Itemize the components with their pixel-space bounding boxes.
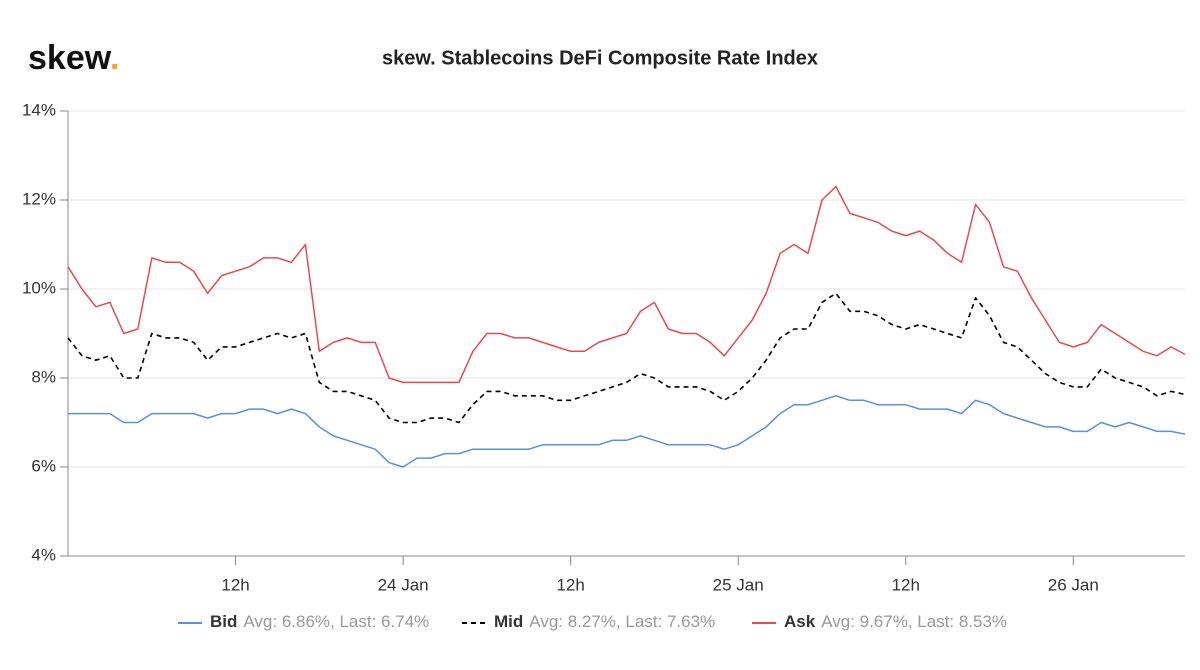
legend-entry: Ask Avg: 9.67%, Last: 8.53% <box>784 612 1007 631</box>
y-tick-label: 4% <box>31 545 56 564</box>
logo-dot: . <box>110 39 119 77</box>
y-tick-label: 8% <box>31 367 56 386</box>
y-tick-label: 14% <box>22 100 56 119</box>
series-line <box>67 185 1186 384</box>
legend-name: Mid <box>494 612 523 631</box>
x-tick-label: 12h <box>556 575 584 594</box>
x-tick-label: 12h <box>221 575 249 594</box>
x-tick-label: 25 Jan <box>713 575 764 594</box>
y-tick-label: 12% <box>22 189 56 208</box>
series-line <box>67 292 1186 424</box>
x-tick-label: 26 Jan <box>1048 575 1099 594</box>
legend-name: Ask <box>784 612 816 631</box>
x-tick-label: 12h <box>892 575 920 594</box>
x-tick-label: 24 Jan <box>378 575 429 594</box>
y-tick-label: 6% <box>31 456 56 475</box>
legend-stats: Avg: 6.86%, Last: 6.74% <box>243 612 429 631</box>
series-line <box>68 395 1186 468</box>
legend-name: Bid <box>210 612 237 631</box>
logo: skew. <box>28 39 119 77</box>
legend-stats: Avg: 9.67%, Last: 8.53% <box>821 612 1007 631</box>
logo-text: skew <box>28 39 112 77</box>
legend-entry: Mid Avg: 8.27%, Last: 7.63% <box>494 612 715 631</box>
legend-entry: Bid Avg: 6.86%, Last: 6.74% <box>210 612 429 631</box>
legend-stats: Avg: 8.27%, Last: 7.63% <box>529 612 715 631</box>
y-tick-label: 10% <box>22 278 56 297</box>
chart-title: skew. Stablecoins DeFi Composite Rate In… <box>382 47 818 69</box>
